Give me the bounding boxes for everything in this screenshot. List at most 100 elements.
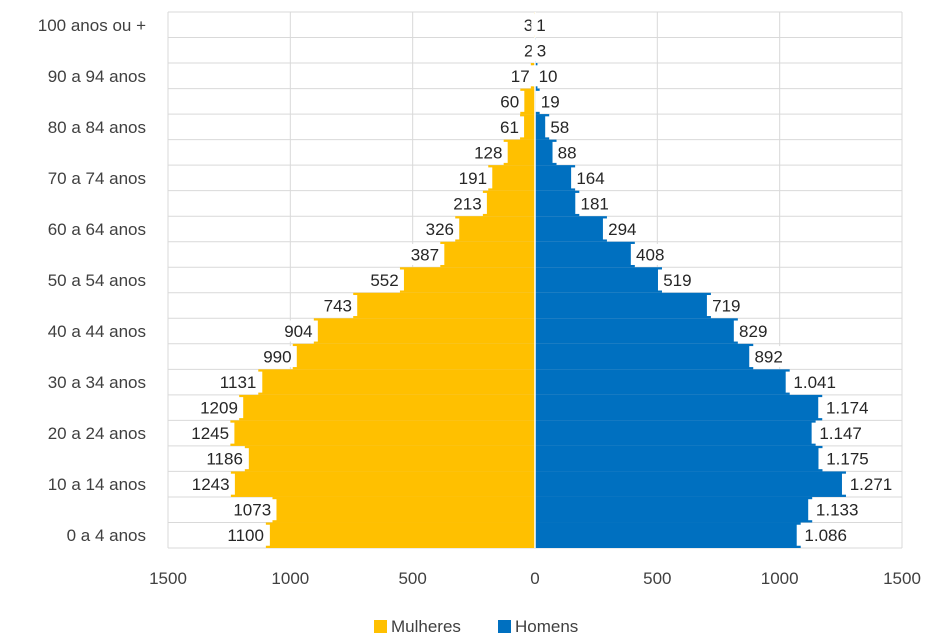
bar-label-bg	[575, 192, 615, 214]
bar-label-mulheres: 17	[511, 67, 530, 86]
y-tick-label: 0 a 4 anos	[67, 526, 146, 545]
bar-label-mulheres: 61	[500, 118, 519, 137]
y-tick-label: 10 a 14 anos	[48, 475, 146, 494]
bar-label-homens: 1.175	[826, 450, 869, 469]
bar-label-bg	[531, 39, 552, 61]
bar-label-homens: 519	[663, 271, 691, 290]
x-tick-label: 1000	[761, 569, 799, 588]
y-tick-label: 70 a 74 anos	[48, 169, 146, 188]
bar-label-mulheres: 60	[500, 92, 519, 111]
bar-homens-9	[535, 292, 711, 319]
bar-label-bg	[495, 90, 525, 112]
bar-mulheres-3	[244, 445, 536, 472]
y-tick-label: 90 a 94 anos	[48, 67, 146, 86]
bar-label-bg	[571, 167, 610, 189]
y-tick-label: 50 a 54 anos	[48, 271, 146, 290]
bar-label-mulheres: 1245	[191, 424, 229, 443]
bar-mulheres-1	[272, 496, 535, 523]
bar-label-mulheres: 2	[524, 41, 533, 60]
bar-label-bg	[186, 473, 235, 495]
legend-swatch-homens	[498, 620, 511, 633]
bar-label-bg	[468, 141, 508, 163]
bars	[230, 12, 846, 548]
bar-label-mulheres: 1243	[192, 475, 230, 494]
bar-label-bg	[602, 218, 642, 240]
bar-homens-2	[535, 471, 846, 497]
legend-label-mulheres: Mulheres	[391, 617, 461, 636]
bar-homens-0	[535, 522, 801, 548]
bar-homens-6	[535, 369, 790, 395]
bar-mulheres-15	[503, 139, 535, 166]
bar-label-homens: 1.041	[793, 373, 836, 392]
bar-label-bg	[279, 320, 318, 342]
bar-label-homens: 164	[576, 169, 604, 188]
bar-label-mulheres: 191	[459, 169, 487, 188]
bar-label-bg	[228, 499, 277, 521]
bar-label-homens: 3	[537, 41, 546, 60]
bar-label-bg	[257, 346, 297, 368]
bar-label-homens: 19	[541, 92, 560, 111]
bar-homens-4	[535, 420, 816, 446]
bar-mulheres-4	[230, 420, 535, 446]
bar-label-mulheres: 990	[263, 348, 291, 367]
x-tick-label: 1500	[149, 569, 187, 588]
y-tick-label: 30 a 34 anos	[48, 373, 146, 392]
bar-label-bg	[200, 448, 249, 470]
bar-label-bg	[545, 116, 575, 138]
x-tick-label: 0	[530, 569, 539, 588]
bar-label-bg	[533, 65, 563, 87]
bar-homens-7	[535, 343, 754, 370]
bar-label-bg	[818, 448, 877, 470]
bar-label-mulheres: 1131	[220, 373, 257, 392]
bar-label-bg	[535, 90, 565, 112]
bar-label-bg	[796, 524, 855, 546]
bar-label-homens: 1	[536, 16, 545, 35]
bar-label-homens: 1.086	[804, 526, 847, 545]
bar-homens-8	[535, 318, 738, 344]
bar-label-bg	[785, 371, 844, 393]
bar-label-bg	[213, 371, 263, 393]
bar-label-mulheres: 128	[474, 143, 502, 162]
bar-label-mulheres: 326	[426, 220, 454, 239]
bar-mulheres-7	[292, 343, 535, 370]
bar-mulheres-9	[353, 292, 535, 319]
bar-mulheres-8	[313, 318, 535, 344]
bar-label-homens: 294	[608, 220, 636, 239]
legend: Mulheres Homens	[374, 617, 578, 636]
bar-label-homens: 829	[739, 322, 767, 341]
bar-label-bg	[453, 167, 493, 189]
bar-label-homens: 1.174	[826, 399, 869, 418]
bar-mulheres-12	[455, 216, 535, 242]
bar-label-bg	[706, 295, 746, 317]
bar-homens-10	[535, 267, 662, 293]
x-axis-tick-labels: 1500 1000 500 0 500 1000 1500	[149, 569, 921, 588]
bar-label-bg	[552, 141, 582, 163]
bar-label-bg	[448, 192, 487, 214]
bar-label-homens: 408	[636, 245, 664, 264]
bar-mulheres-13	[482, 190, 535, 217]
bar-label-bg	[811, 422, 870, 444]
bar-label-homens: 58	[550, 118, 569, 137]
y-tick-label: 100 anos ou +	[38, 16, 146, 35]
bar-label-homens: 1.133	[816, 501, 859, 520]
y-tick-label: 20 a 24 anos	[48, 424, 146, 443]
bar-label-bg	[841, 473, 900, 495]
bar-label-bg	[194, 397, 244, 419]
bar-label-mulheres: 387	[411, 245, 439, 264]
bar-homens-12	[535, 216, 607, 242]
bar-homens-11	[535, 241, 635, 268]
bar-homens-15	[535, 139, 557, 166]
bar-label-bg	[405, 243, 445, 265]
bar-label-bg	[531, 14, 551, 36]
bar-label-homens: 892	[754, 348, 782, 367]
bar-label-bg	[221, 524, 270, 546]
legend-label-homens: Homens	[515, 617, 578, 636]
y-tick-label: 60 a 64 anos	[48, 220, 146, 239]
bar-homens-1	[535, 496, 813, 523]
bar-label-mulheres: 1186	[206, 450, 243, 469]
bar-label-mulheres: 213	[453, 194, 481, 213]
bar-label-mulheres: 3	[524, 16, 533, 35]
bar-label-homens: 88	[558, 143, 577, 162]
